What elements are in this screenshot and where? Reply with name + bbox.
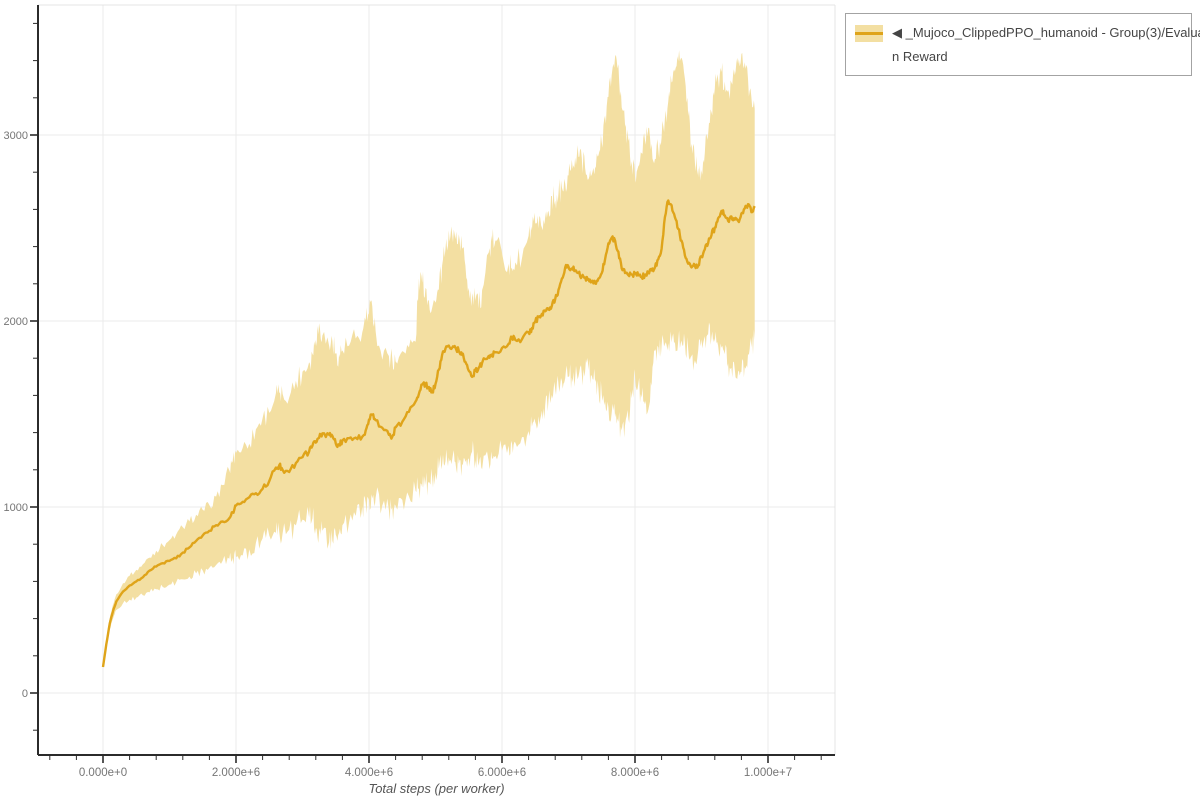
x-tick-label: 4.000e+6 — [345, 767, 393, 779]
mean-reward-line — [101, 199, 756, 668]
legend-item[interactable]: ◀ _Mujoco_ClippedPPO_humanoid - Group(3)… — [845, 13, 1200, 76]
legend-label: ◀ _Mujoco_ClippedPPO_humanoid - Group(3)… — [892, 21, 1200, 69]
y-tick-label: 1000 — [4, 502, 28, 514]
legend-swatch-icon — [855, 25, 883, 42]
legend-label-line2: n Reward — [892, 49, 948, 64]
x-tick-label: 2.000e+6 — [212, 767, 260, 779]
y-tick-label: 3000 — [4, 130, 28, 142]
x-tick-label: 6.000e+6 — [478, 767, 526, 779]
x-axis-title: Total steps (per worker) — [368, 781, 505, 796]
y-tick-label: 2000 — [4, 316, 28, 328]
x-tick-label: 8.000e+6 — [611, 767, 659, 779]
y-tick-label: 0 — [22, 688, 28, 700]
x-tick-label: 0.000e+0 — [79, 767, 127, 779]
x-tick-label: 1.000e+7 — [744, 767, 792, 779]
confidence-band — [103, 50, 755, 669]
legend-line-icon — [855, 32, 883, 35]
legend-label-line1: ◀ _Mujoco_ClippedPPO_humanoid - Group(3)… — [892, 25, 1200, 40]
